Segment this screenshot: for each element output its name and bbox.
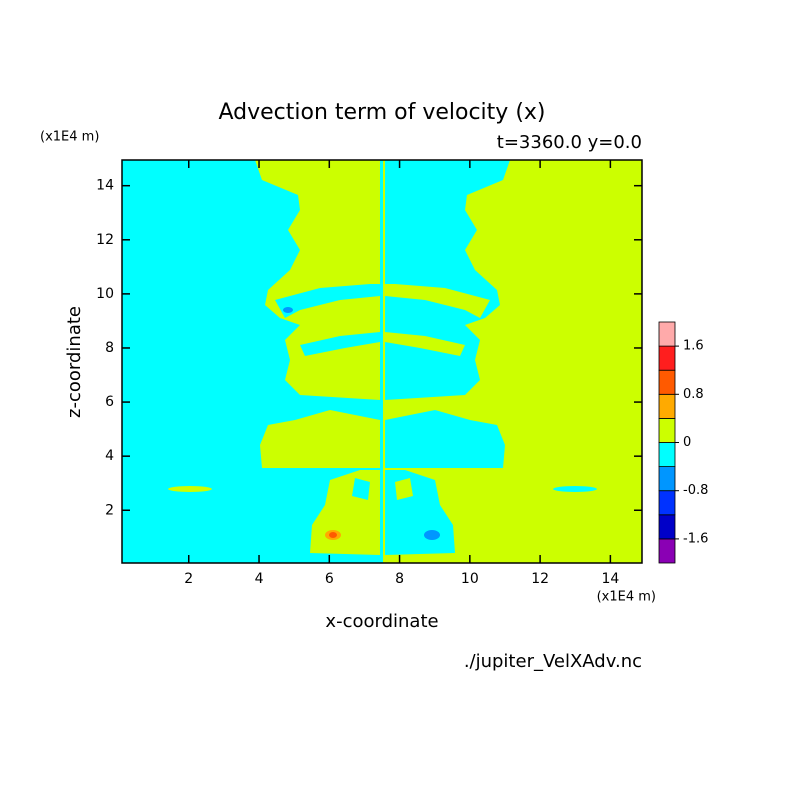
- contour-region: [553, 486, 597, 492]
- contour-region: [283, 307, 293, 313]
- colorbar-box: [658, 369, 676, 395]
- colorbar-box: [658, 538, 676, 564]
- colorbar-box: [658, 321, 676, 347]
- colorbar-box: [658, 393, 676, 419]
- source-label: ./jupiter_VelXAdv.nc: [464, 651, 642, 672]
- x-tick-label: 2: [184, 571, 193, 587]
- x-tick-label: 8: [395, 571, 404, 587]
- contour-region: [260, 410, 380, 468]
- contour-region: [300, 332, 380, 356]
- contour-region: [329, 532, 337, 538]
- y-tick-label: 12: [96, 232, 114, 248]
- y-tick-label: 4: [105, 448, 114, 464]
- colorbar-box: [658, 345, 676, 371]
- contour-region: [168, 486, 212, 492]
- colorbar-tick-label: -0.8: [683, 483, 708, 498]
- colorbar-tick-label: 1.6: [683, 339, 704, 354]
- x-tick-label: 4: [255, 571, 264, 587]
- colorbar-box: [658, 466, 676, 492]
- y-axis-label: z-coordinate: [64, 306, 85, 418]
- subtitle: t=3360.0 y=0.0: [497, 132, 642, 153]
- x-tick-label: 12: [531, 571, 549, 587]
- contour-region: [385, 332, 465, 356]
- colorbar-box: [658, 514, 676, 540]
- contour-region: [385, 410, 505, 468]
- y-tick-label: 14: [96, 178, 114, 194]
- y-tick-label: 8: [105, 340, 114, 356]
- colorbar-box: [658, 417, 676, 443]
- colorbar-tick-label: 0.8: [683, 387, 704, 402]
- x-tick-label: 6: [325, 571, 334, 587]
- contour-region: [395, 478, 413, 500]
- y-tick-label: 6: [105, 394, 114, 410]
- contour-region: [385, 284, 490, 318]
- y-unit: (x1E4 m): [40, 130, 99, 145]
- x-unit: (x1E4 m): [597, 590, 656, 605]
- y-tick-label: 2: [105, 502, 114, 518]
- plot-frame: [121, 159, 643, 564]
- contour-region: [275, 284, 380, 318]
- contour-region: [352, 478, 370, 500]
- colorbar-tick-label: 0: [683, 435, 691, 450]
- contour-field: [122, 160, 642, 563]
- x-tick-label: 10: [461, 571, 479, 587]
- contour-region: [424, 530, 440, 540]
- x-axis-label: x-coordinate: [325, 611, 438, 632]
- colorbar-box: [658, 442, 676, 468]
- y-tick-label: 10: [96, 286, 114, 302]
- x-tick-label: 14: [601, 571, 619, 587]
- colorbar-tick-label: -1.6: [683, 531, 708, 546]
- chart-title: Advection term of velocity (x): [218, 100, 545, 125]
- colorbar-box: [658, 490, 676, 516]
